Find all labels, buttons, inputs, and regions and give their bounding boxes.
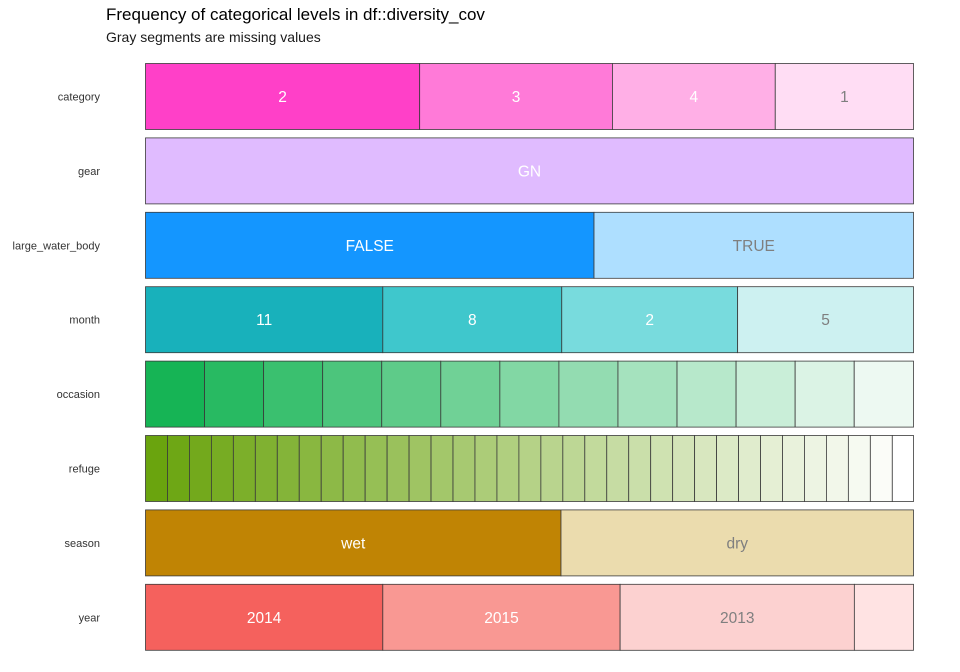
bar-segment-refuge-5 xyxy=(232,435,256,502)
bar-segment-month-1 xyxy=(145,286,384,354)
segment-label-season-2: dry xyxy=(726,535,748,552)
segment-label-category-3: 4 xyxy=(690,89,699,106)
row-label-large-water-body: large_water_body xyxy=(13,240,101,252)
bar-segment-occasion-9 xyxy=(617,360,678,428)
bar-segment-month-2 xyxy=(382,286,563,354)
segment-label-month-2: 8 xyxy=(468,312,477,329)
row-label-season: season xyxy=(65,538,100,550)
bar-segment-year-4 xyxy=(853,583,914,651)
bar-segment-refuge-33 xyxy=(847,435,871,502)
bar-segment-large-water-body-2 xyxy=(593,211,914,279)
bar-segment-refuge-8 xyxy=(298,435,322,502)
bar-segment-occasion-12 xyxy=(794,360,855,428)
bar-segment-refuge-31 xyxy=(804,435,827,502)
bar-segment-season-1 xyxy=(145,509,562,577)
bar-segment-occasion-13 xyxy=(853,360,914,428)
segment-label-category-1: 2 xyxy=(278,89,287,106)
bar-segment-occasion-8 xyxy=(558,360,619,428)
bar-segment-refuge-26 xyxy=(694,435,717,502)
row-label-category: category xyxy=(58,92,101,104)
row-label-refuge: refuge xyxy=(69,464,100,476)
bar-segment-category-1 xyxy=(145,63,421,130)
bar-segment-refuge-23 xyxy=(628,435,652,502)
bar-segment-refuge-28 xyxy=(738,435,761,502)
bar-segment-year-1 xyxy=(145,583,384,651)
bar-segment-occasion-1 xyxy=(145,360,205,428)
bar-segment-refuge-2 xyxy=(167,435,190,502)
segment-label-month-4: 5 xyxy=(821,312,830,329)
segment-label-category-2: 3 xyxy=(512,89,521,106)
row-label-month: month xyxy=(69,315,100,327)
bar-segment-refuge-17 xyxy=(496,435,520,502)
bar-segment-refuge-19 xyxy=(540,435,564,502)
bar-segment-refuge-32 xyxy=(826,435,849,502)
bar-segment-refuge-15 xyxy=(452,435,476,502)
bar-segment-year-2 xyxy=(382,583,621,651)
bar-segment-refuge-18 xyxy=(518,435,542,502)
segment-label-large-water-body-2: TRUE xyxy=(733,238,775,255)
row-label-occasion: occasion xyxy=(57,389,100,401)
bar-segment-refuge-6 xyxy=(254,435,278,502)
bar-segment-refuge-30 xyxy=(782,435,805,502)
bar-segment-refuge-13 xyxy=(408,435,432,502)
bar-segment-refuge-11 xyxy=(364,435,388,502)
bar-segment-refuge-4 xyxy=(210,435,234,502)
bar-segment-refuge-16 xyxy=(474,435,498,502)
bar-segment-refuge-21 xyxy=(584,435,608,502)
bar-segment-occasion-5 xyxy=(381,360,442,428)
bar-segment-month-4 xyxy=(737,286,914,354)
bar-segment-occasion-10 xyxy=(676,360,737,428)
bar-segment-season-2 xyxy=(560,509,914,577)
bar-segment-refuge-25 xyxy=(672,435,696,502)
segment-label-year-2: 2015 xyxy=(484,610,518,627)
segment-label-large-water-body-1: FALSE xyxy=(346,238,394,255)
row-label-gear: gear xyxy=(78,166,100,178)
segment-label-month-1: 11 xyxy=(256,312,272,329)
bar-segment-refuge-34 xyxy=(869,435,893,502)
segment-label-season-1: wet xyxy=(340,535,366,552)
segment-label-category-4: 1 xyxy=(840,89,849,106)
bar-segment-refuge-10 xyxy=(342,435,366,502)
bar-segment-occasion-6 xyxy=(440,360,501,428)
bar-segment-month-3 xyxy=(561,286,739,354)
bar-segment-large-water-body-1 xyxy=(145,211,595,279)
segment-label-year-1: 2014 xyxy=(247,610,282,627)
bar-segment-refuge-12 xyxy=(386,435,410,502)
bar-segment-category-3 xyxy=(612,63,776,130)
bar-segment-gear-1 xyxy=(145,137,914,205)
chart-title: Frequency of categorical levels in df::d… xyxy=(106,5,485,24)
segment-label-month-3: 2 xyxy=(645,312,654,329)
bar-segment-refuge-9 xyxy=(320,435,344,502)
bar-segment-refuge-3 xyxy=(189,435,212,502)
bar-segment-refuge-14 xyxy=(430,435,454,502)
bar-segment-category-4 xyxy=(774,63,914,130)
bar-segment-occasion-2 xyxy=(204,360,265,428)
bar-segment-refuge-29 xyxy=(760,435,783,502)
chart-subtitle: Gray segments are missing values xyxy=(106,29,321,45)
bar-segment-occasion-3 xyxy=(263,360,324,428)
bar-segment-year-3 xyxy=(619,583,855,651)
bar-segment-occasion-4 xyxy=(322,360,383,428)
segment-label-gear-1: GN xyxy=(518,163,541,180)
bar-segment-occasion-7 xyxy=(499,360,560,428)
bar-segment-refuge-22 xyxy=(606,435,630,502)
segment-label-year-3: 2013 xyxy=(720,610,754,627)
bar-segment-occasion-11 xyxy=(735,360,796,428)
bar-segment-refuge-1 xyxy=(145,435,168,502)
bar-segment-refuge-20 xyxy=(562,435,586,502)
bar-segment-refuge-7 xyxy=(276,435,300,502)
row-label-year: year xyxy=(79,612,101,624)
bar-segment-refuge-35 xyxy=(891,435,914,502)
bar-segment-refuge-27 xyxy=(716,435,739,502)
bar-segment-refuge-24 xyxy=(650,435,674,502)
